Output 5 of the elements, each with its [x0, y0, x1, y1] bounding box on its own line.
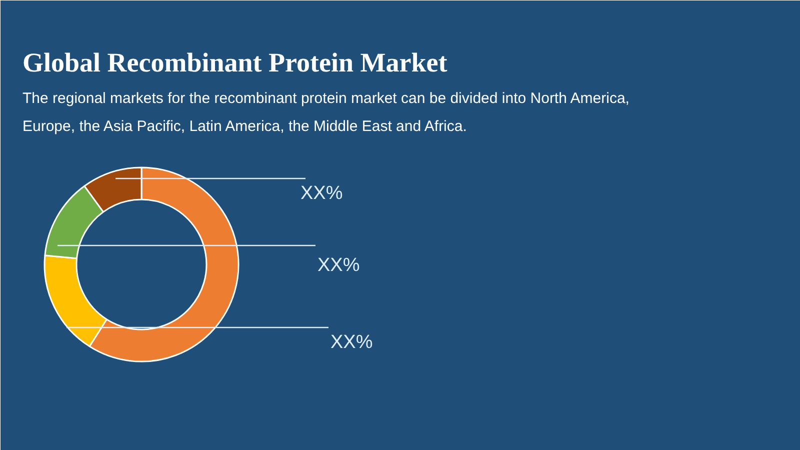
text: XX% — [300, 183, 343, 204]
text: The regional markets for the recombinant protein market can be divided into North America, Europe, the Asia Pacific, Latin America, the Middle East and Africa. — [22, 90, 630, 135]
text: XX% — [330, 332, 373, 353]
chart-title: Global Recombinant Protein Market — [22, 48, 448, 78]
text: XX% — [318, 255, 360, 276]
